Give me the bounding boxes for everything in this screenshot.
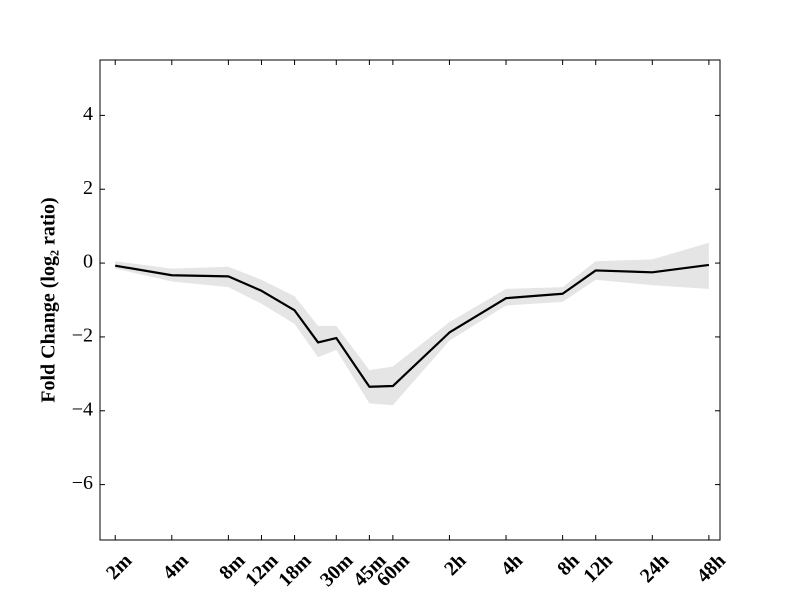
x-tick-label: 48h: [692, 550, 730, 588]
x-tick-label: 18m: [274, 549, 316, 591]
y-tick-label: −6: [72, 472, 93, 494]
x-tick-label: 2m: [102, 549, 137, 584]
x-tick-label: 4h: [497, 550, 527, 580]
y-tick-label: −2: [72, 325, 93, 347]
x-tick-label: 2h: [440, 550, 470, 580]
y-tick-label: 0: [83, 251, 93, 273]
x-tick-label: 12m: [241, 549, 283, 591]
band: [115, 242, 709, 406]
y-axis-label: Fold Change (log₂ ratio): [38, 197, 60, 402]
x-tick-label: 8h: [553, 550, 583, 580]
plot-frame: [99, 59, 721, 541]
y-tick-label: −4: [72, 398, 93, 420]
line: [115, 263, 710, 388]
x-tick-label: 24h: [636, 550, 674, 588]
y-tick-label: 2: [83, 177, 93, 199]
x-tick-label: 12h: [579, 550, 617, 588]
x-tick-label: 30m: [316, 549, 358, 591]
y-tick-label: 4: [83, 103, 93, 125]
x-tick-label: 4m: [159, 549, 194, 584]
